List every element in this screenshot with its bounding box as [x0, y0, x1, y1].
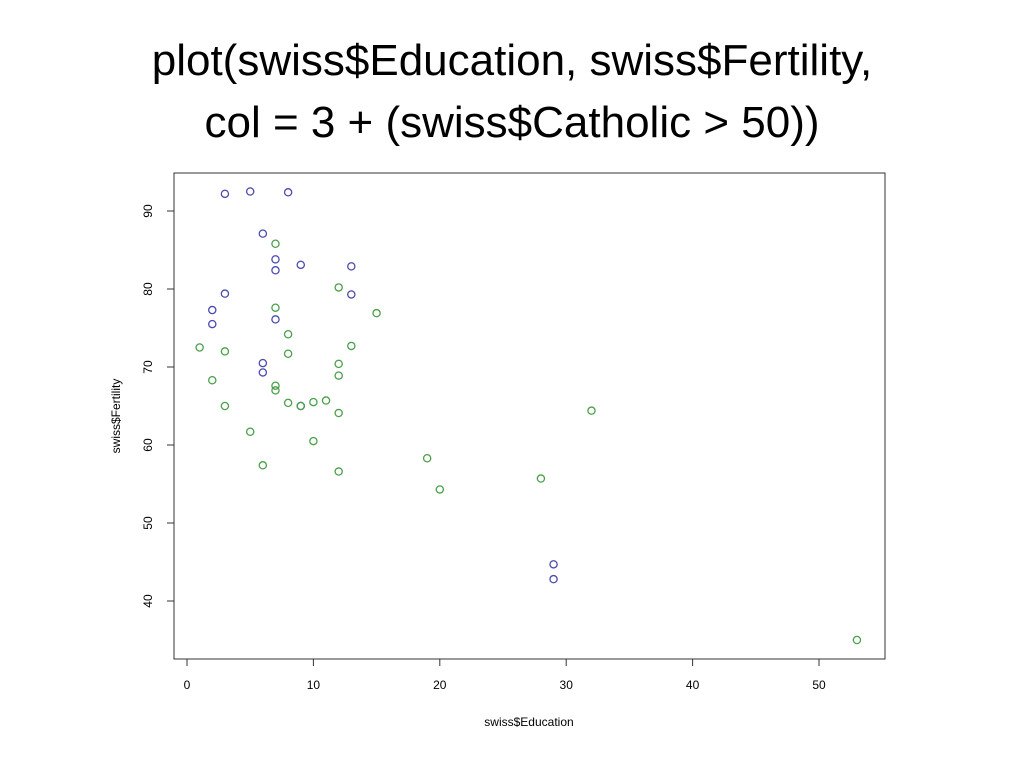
data-point-green: [334, 408, 343, 418]
data-point-green: [271, 386, 280, 395]
data-point-green: [271, 303, 280, 312]
x-tick-label: 30: [560, 678, 574, 692]
slide-title-line-1: plot(swiss$Education, swiss$Fertility,: [151, 36, 873, 85]
data-point-blue: [271, 266, 280, 275]
data-point-blue: [271, 255, 280, 264]
data-point-green: [422, 454, 432, 463]
data-point-green: [283, 349, 293, 358]
data-point-blue: [220, 289, 230, 298]
slide-title-line-2: col = 3 + (swiss$Catholic > 50)): [204, 98, 820, 147]
data-point-green: [283, 398, 293, 408]
data-point-green: [587, 406, 596, 415]
data-point-green: [334, 283, 343, 292]
data-point-blue: [549, 574, 558, 584]
data-point-green: [258, 461, 268, 470]
y-tick-label: 80: [141, 282, 155, 296]
x-tick-label: 40: [686, 678, 700, 692]
data-point-green: [852, 635, 862, 645]
data-point-green: [283, 329, 293, 339]
data-point-blue: [258, 358, 268, 368]
data-point-green: [435, 485, 445, 494]
x-tick-label: 20: [433, 678, 447, 692]
data-point-green: [208, 376, 217, 385]
data-point-blue: [208, 305, 217, 315]
data-point-green: [321, 396, 331, 405]
data-point-blue: [296, 260, 306, 270]
data-point-green: [347, 341, 356, 351]
data-point-green: [271, 239, 280, 249]
data-point-green: [309, 436, 318, 446]
data-point-green: [334, 467, 343, 476]
x-tick-label: 10: [307, 678, 321, 692]
data-point-blue: [347, 290, 356, 299]
data-points: [195, 187, 862, 645]
data-point-green: [271, 381, 280, 390]
data-point-green: [245, 427, 255, 436]
data-point-blue: [549, 560, 558, 569]
data-point-blue: [245, 187, 255, 196]
data-point-green: [536, 474, 546, 483]
data-point-blue: [220, 189, 230, 199]
data-point-green: [334, 359, 343, 369]
slide-title: plot(swiss$Education, swiss$Fertility, c…: [0, 30, 1024, 154]
plot-frame: [173, 172, 886, 660]
data-point-blue: [271, 315, 280, 324]
x-axis-label: swiss$Education: [484, 715, 573, 729]
data-point-blue: [258, 368, 268, 377]
x-tick-label: 0: [184, 678, 191, 692]
y-axis-label: swiss$Fertility: [109, 379, 123, 454]
data-point-green: [309, 397, 318, 407]
y-tick-label: 70: [141, 360, 155, 374]
y-tick-label: 50: [141, 516, 155, 530]
data-point-green: [220, 347, 230, 356]
data-point-green: [296, 401, 306, 411]
data-point-green: [195, 343, 204, 352]
y-tick-label: 40: [141, 594, 155, 608]
y-tick-label: 60: [141, 438, 155, 452]
data-point-green: [372, 308, 381, 318]
data-point-green: [334, 371, 343, 380]
axes: 0 10 20 30 40 50 40 50 60 70 80 90: [141, 204, 826, 692]
y-tick-label: 90: [141, 204, 155, 218]
data-point-blue: [283, 188, 293, 197]
data-point-blue: [258, 229, 268, 238]
data-point-blue: [347, 262, 356, 271]
data-point-green: [220, 401, 230, 411]
data-point-blue: [208, 319, 217, 329]
x-tick-label: 50: [812, 678, 826, 692]
